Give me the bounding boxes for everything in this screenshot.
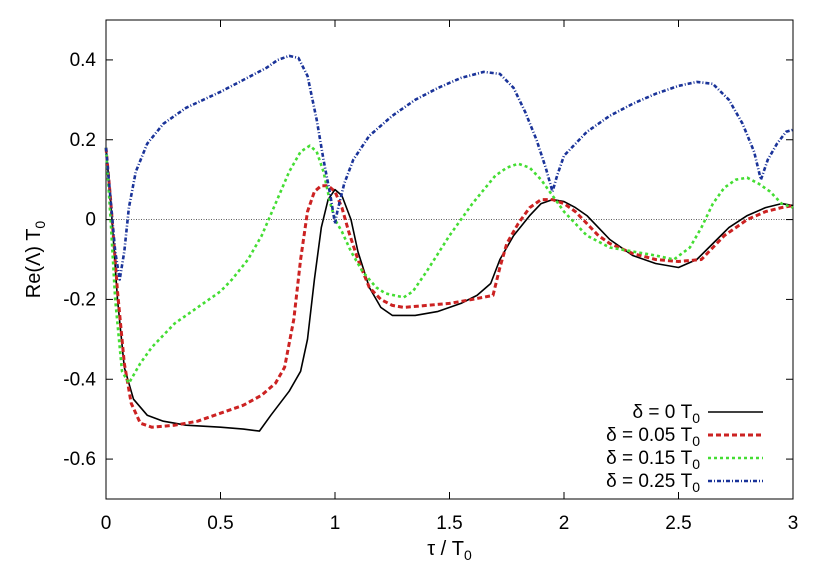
series-line-2: [104, 144, 794, 385]
x-tick-label: 1: [330, 513, 341, 534]
x-tick-label: 2.5: [665, 513, 691, 534]
x-axis-label-text: τ / T: [427, 538, 464, 560]
x-tick-label: 0: [101, 513, 112, 534]
svg-text:Re(Λ) T0: Re(Λ) T0: [23, 221, 48, 299]
y-tick-label: 0: [85, 210, 96, 231]
y-tick-label: 0.2: [70, 130, 96, 151]
y-axis-label: Re(Λ) T0: [23, 221, 48, 299]
x-tick-label: 0.5: [207, 513, 233, 534]
legend-entry-label: δ = 0.15 T0: [606, 448, 700, 472]
x-tick-label: 2: [559, 513, 570, 534]
y-tick-label: -0.6: [63, 449, 96, 470]
y-tick-label: -0.4: [63, 369, 96, 390]
x-tick-label: 3: [788, 513, 799, 534]
series-layer: [104, 54, 794, 432]
x-axis-label-subscript: 0: [464, 547, 472, 563]
legend-entry-label: δ = 0.05 T0: [606, 425, 700, 449]
x-axis-label: τ / T0: [427, 538, 472, 563]
y-tick-label: -0.2: [63, 289, 96, 310]
legend: δ = 0 T0δ = 0.05 T0δ = 0.15 T0δ = 0.25 T…: [606, 402, 763, 495]
y-axis-label-subscript: 0: [32, 221, 48, 229]
x-tick-label: 1.5: [436, 513, 462, 534]
y-axis-label-text: Re(Λ) T: [23, 229, 45, 299]
y-tick-label: 0.4: [70, 50, 97, 71]
series-line-0: [105, 147, 794, 432]
legend-entry-label: δ = 0.25 T0: [606, 471, 700, 495]
series-line-3: [104, 54, 794, 281]
svg-text:τ / T0: τ / T0: [427, 538, 472, 563]
legend-entry-label: δ = 0 T0: [633, 402, 701, 426]
plot-area: 0 0.5 1 1.5 2 2.5 3 -0.6 -0.4 -0.2 0 0.2 0.4: [63, 19, 798, 534]
series-line-1: [104, 147, 794, 429]
axis-ticks: 0 0.5 1 1.5 2 2.5 3 -0.6 -0.4 -0.2 0 0.2 0.4: [63, 20, 798, 534]
